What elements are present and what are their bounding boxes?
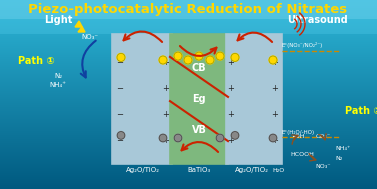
Text: CB: CB bbox=[192, 63, 206, 73]
Circle shape bbox=[216, 134, 224, 142]
Circle shape bbox=[269, 134, 277, 142]
Bar bbox=[0, 0, 377, 34]
Text: N₂: N₂ bbox=[335, 156, 342, 161]
Circle shape bbox=[184, 56, 192, 64]
Text: +: + bbox=[228, 136, 234, 145]
Text: +: + bbox=[271, 58, 278, 67]
Text: +: + bbox=[228, 110, 234, 119]
Circle shape bbox=[117, 132, 125, 139]
Text: Path ②: Path ② bbox=[345, 106, 377, 116]
Text: +: + bbox=[228, 84, 234, 93]
Circle shape bbox=[216, 52, 224, 60]
Text: N₂: N₂ bbox=[54, 73, 62, 79]
Text: E°(NO₃⁻/NO₂²⁻): E°(NO₃⁻/NO₂²⁻) bbox=[282, 42, 323, 48]
Text: Path ①: Path ① bbox=[18, 56, 55, 66]
Text: Eg: Eg bbox=[192, 94, 206, 104]
Text: •OH: •OH bbox=[291, 135, 305, 139]
Text: +: + bbox=[271, 136, 278, 145]
Text: NH₄⁺: NH₄⁺ bbox=[335, 146, 350, 152]
Circle shape bbox=[195, 52, 203, 60]
Text: Ag₂O/TiO₂: Ag₂O/TiO₂ bbox=[235, 167, 269, 173]
Circle shape bbox=[159, 56, 167, 64]
Text: +: + bbox=[162, 58, 169, 67]
Text: Ultrasound: Ultrasound bbox=[288, 15, 348, 25]
Circle shape bbox=[174, 52, 182, 60]
Text: Piezo-photocatalytic Reduction of Nitrates: Piezo-photocatalytic Reduction of Nitrat… bbox=[28, 3, 348, 16]
Text: Light: Light bbox=[44, 15, 72, 25]
Text: −: − bbox=[116, 136, 123, 145]
Text: NH₄⁺: NH₄⁺ bbox=[49, 82, 66, 88]
Bar bbox=[112, 34, 172, 164]
Circle shape bbox=[117, 53, 125, 61]
Text: CO₂⁻: CO₂⁻ bbox=[316, 135, 331, 139]
Text: NO₃⁻: NO₃⁻ bbox=[315, 164, 331, 170]
Text: +: + bbox=[162, 84, 169, 93]
Text: +: + bbox=[271, 84, 278, 93]
Circle shape bbox=[206, 56, 214, 64]
Circle shape bbox=[231, 132, 239, 139]
Polygon shape bbox=[75, 21, 85, 32]
Bar bbox=[170, 34, 228, 164]
Text: +: + bbox=[228, 58, 234, 67]
Text: E°(H₂O/-HO): E°(H₂O/-HO) bbox=[282, 130, 315, 135]
Circle shape bbox=[159, 134, 167, 142]
Circle shape bbox=[231, 53, 239, 61]
Text: −: − bbox=[116, 110, 123, 119]
Bar bbox=[226, 34, 282, 164]
Text: −: − bbox=[116, 58, 123, 67]
Text: BaTiO₃: BaTiO₃ bbox=[187, 167, 211, 173]
Text: VB: VB bbox=[192, 125, 207, 135]
Text: −: − bbox=[116, 84, 123, 93]
Circle shape bbox=[174, 134, 182, 142]
Text: H₂O: H₂O bbox=[272, 167, 284, 173]
Bar bbox=[0, 0, 377, 19]
Text: Ag₂O/TiO₂: Ag₂O/TiO₂ bbox=[126, 167, 160, 173]
Text: +: + bbox=[162, 136, 169, 145]
Text: +: + bbox=[162, 110, 169, 119]
Text: HCOOH: HCOOH bbox=[290, 152, 314, 156]
Text: NO₃⁻: NO₃⁻ bbox=[81, 34, 98, 40]
Circle shape bbox=[269, 56, 277, 64]
Text: +: + bbox=[271, 110, 278, 119]
